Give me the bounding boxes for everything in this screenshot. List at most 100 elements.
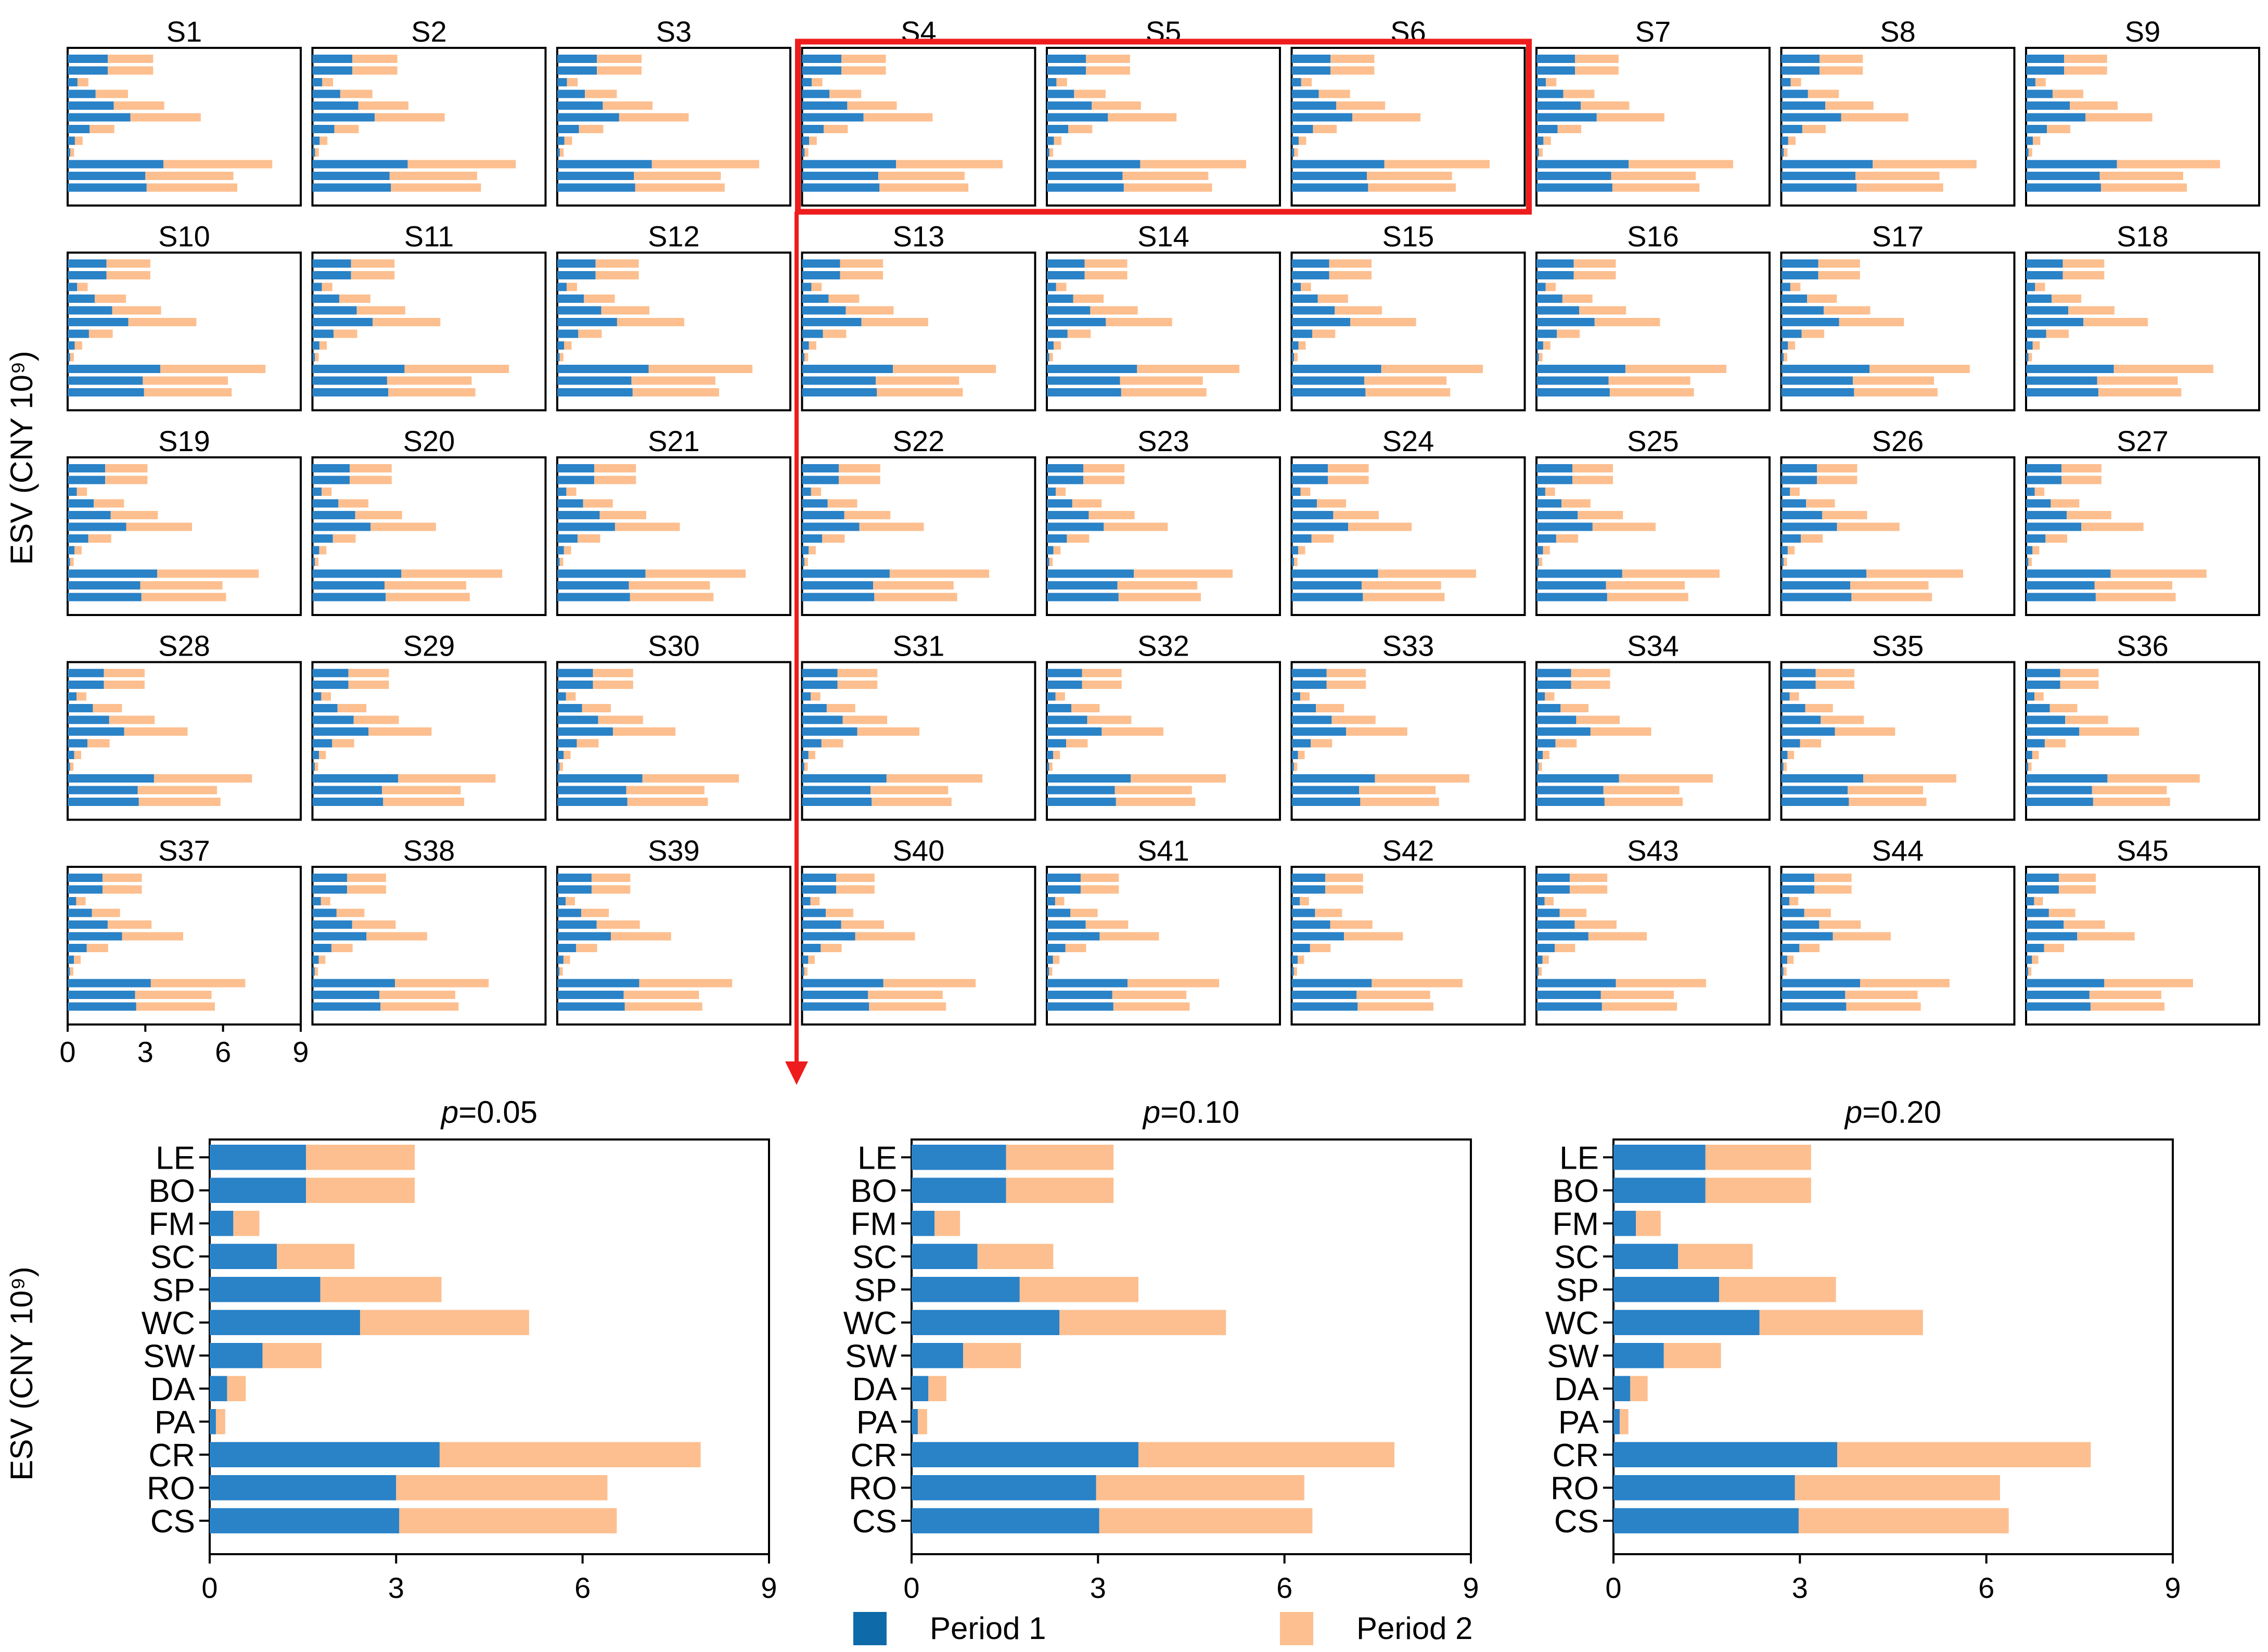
bar-period-1 bbox=[1781, 476, 1817, 484]
bar-period-2 bbox=[1067, 534, 1090, 543]
bar-period-2 bbox=[810, 897, 820, 905]
bar-cs-period-1 bbox=[210, 1508, 400, 1533]
bar-period-1 bbox=[2026, 681, 2060, 689]
bar-period-2 bbox=[597, 66, 642, 75]
bar-period-2 bbox=[1300, 692, 1310, 701]
bar-period-1 bbox=[312, 774, 399, 783]
bar-period-2 bbox=[105, 464, 148, 472]
bar-period-2 bbox=[583, 499, 613, 508]
bar-period-2 bbox=[559, 558, 563, 566]
panel-s12: S12 bbox=[556, 220, 791, 412]
bar-period-1 bbox=[1536, 704, 1561, 712]
bar-period-2 bbox=[1555, 944, 1575, 952]
bar-period-2 bbox=[2064, 66, 2107, 75]
bar-period-1 bbox=[802, 488, 811, 496]
category-label: CS bbox=[1554, 1504, 1599, 1540]
chart-title-rest: =0.05 bbox=[458, 1095, 537, 1130]
bar-period-2 bbox=[873, 581, 954, 590]
bar-period-1 bbox=[1291, 932, 1344, 941]
bar-period-1 bbox=[1536, 113, 1597, 122]
bar-period-1 bbox=[1781, 172, 1856, 180]
bar-sw-period-1 bbox=[1613, 1343, 1664, 1368]
bar-period-2 bbox=[2060, 681, 2099, 689]
panel-s45: S45 bbox=[2025, 834, 2260, 1026]
bar-period-1 bbox=[557, 341, 565, 350]
bar-period-1 bbox=[312, 786, 382, 795]
bar-period-2 bbox=[559, 353, 563, 362]
bar-period-2 bbox=[1054, 136, 1062, 145]
category-label: FM bbox=[148, 1206, 195, 1242]
bar-period-1 bbox=[802, 669, 838, 677]
legend: Period 1 Period 2 bbox=[853, 1611, 1472, 1646]
bar-period-2 bbox=[1784, 353, 1787, 362]
bar-period-2 bbox=[1137, 365, 1240, 373]
bar-period-1 bbox=[2026, 353, 2029, 362]
bar-period-2 bbox=[1603, 786, 1680, 795]
bar-period-1 bbox=[1536, 341, 1543, 350]
panel-title: S26 bbox=[1872, 425, 1924, 457]
bar-period-1 bbox=[312, 89, 340, 98]
panel-title: S12 bbox=[648, 220, 700, 253]
bar-period-2 bbox=[827, 499, 857, 508]
bar-period-2 bbox=[576, 944, 597, 952]
bar-period-1 bbox=[802, 944, 821, 952]
bar-period-1 bbox=[802, 511, 844, 519]
bar-period-2 bbox=[2100, 183, 2187, 192]
bar-period-1 bbox=[557, 704, 582, 712]
bar-period-1 bbox=[1291, 488, 1301, 496]
bar-period-2 bbox=[1113, 1002, 1190, 1011]
bar-period-2 bbox=[110, 511, 158, 519]
bar-period-1 bbox=[1536, 774, 1619, 783]
bar-period-1 bbox=[802, 920, 841, 929]
bar-period-2 bbox=[88, 329, 113, 338]
bar-period-2 bbox=[322, 283, 332, 291]
bar-period-2 bbox=[809, 136, 817, 145]
bar-period-1 bbox=[68, 669, 104, 677]
bar-period-2 bbox=[624, 1002, 702, 1011]
bar-period-2 bbox=[804, 353, 809, 362]
bar-period-2 bbox=[2097, 376, 2178, 385]
bar-period-2 bbox=[1841, 113, 1908, 122]
bar-period-1 bbox=[557, 681, 593, 689]
bar-period-1 bbox=[68, 271, 107, 279]
bar-period-2 bbox=[1819, 55, 1863, 63]
bar-period-2 bbox=[150, 979, 246, 988]
bar-period-2 bbox=[1873, 160, 1977, 169]
bar-period-1 bbox=[68, 1002, 136, 1011]
bar-period-1 bbox=[1536, 546, 1543, 555]
bar-period-1 bbox=[312, 259, 351, 268]
chart-title-italic: p bbox=[1844, 1095, 1862, 1130]
bar-period-2 bbox=[1573, 259, 1616, 268]
bar-period-2 bbox=[146, 183, 238, 192]
bar-period-2 bbox=[1833, 932, 1891, 941]
bar-period-1 bbox=[2026, 329, 2046, 338]
bar-period-2 bbox=[893, 365, 996, 373]
bar-period-2 bbox=[1112, 991, 1187, 999]
bar-period-1 bbox=[2026, 341, 2033, 350]
bar-period-1 bbox=[1781, 89, 1808, 98]
bar-period-1 bbox=[312, 762, 315, 771]
panel-s6: S6 bbox=[1290, 15, 1526, 207]
bar-period-1 bbox=[1781, 365, 1870, 373]
bar-period-1 bbox=[312, 932, 367, 941]
bar-period-2 bbox=[1571, 681, 1610, 689]
bar-wc-period-2 bbox=[1759, 1310, 1923, 1335]
bar-period-1 bbox=[68, 558, 70, 566]
highlight-overlay bbox=[785, 39, 1532, 1085]
bar-period-2 bbox=[645, 569, 746, 578]
bar-cr-period-2 bbox=[1837, 1442, 2091, 1467]
bar-period-1 bbox=[1291, 569, 1378, 578]
panel-s4: S4 bbox=[801, 15, 1036, 207]
bar-period-1 bbox=[1047, 979, 1128, 988]
bar-ro-period-2 bbox=[396, 1475, 608, 1501]
bar-period-1 bbox=[557, 464, 595, 472]
bar-period-1 bbox=[557, 499, 583, 508]
bar-period-2 bbox=[1817, 476, 1857, 484]
bar-period-1 bbox=[1047, 78, 1057, 86]
bar-period-1 bbox=[312, 593, 386, 601]
bar-period-1 bbox=[1781, 546, 1788, 555]
bar-period-1 bbox=[1047, 476, 1084, 484]
bar-period-1 bbox=[2026, 160, 2117, 169]
bar-period-1 bbox=[1536, 874, 1570, 882]
bar-period-1 bbox=[312, 148, 315, 157]
